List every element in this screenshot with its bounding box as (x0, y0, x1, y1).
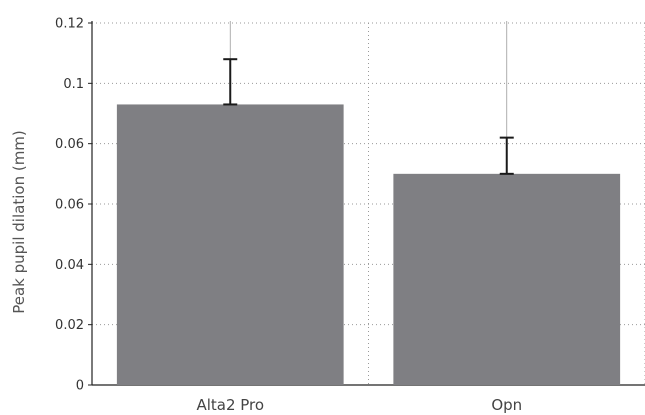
y-tick-label: 0.1 (63, 77, 84, 92)
y-tick-label: 0.06 (55, 198, 84, 213)
y-tick-label: 0.02 (55, 318, 84, 333)
x-tick-label: Alta2 Pro (196, 396, 264, 414)
y-tick-label: 0.06 (55, 137, 84, 152)
x-tick-labels: Alta2 Pro Opn (196, 396, 522, 414)
y-tick-label: 0.04 (55, 258, 84, 273)
y-axis-label: Peak pupil dilation (mm) (10, 130, 28, 314)
y-tick-labels: 0 0.02 0.04 0.06 0.06 0.1 0.12 (55, 17, 84, 394)
error-bars (223, 58, 514, 175)
x-tick-label: Opn (491, 396, 522, 414)
y-tick-label: 0 (76, 379, 84, 394)
bars (116, 104, 621, 385)
bar (116, 104, 344, 385)
bar (393, 173, 621, 385)
y-tick-label: 0.12 (55, 17, 84, 32)
